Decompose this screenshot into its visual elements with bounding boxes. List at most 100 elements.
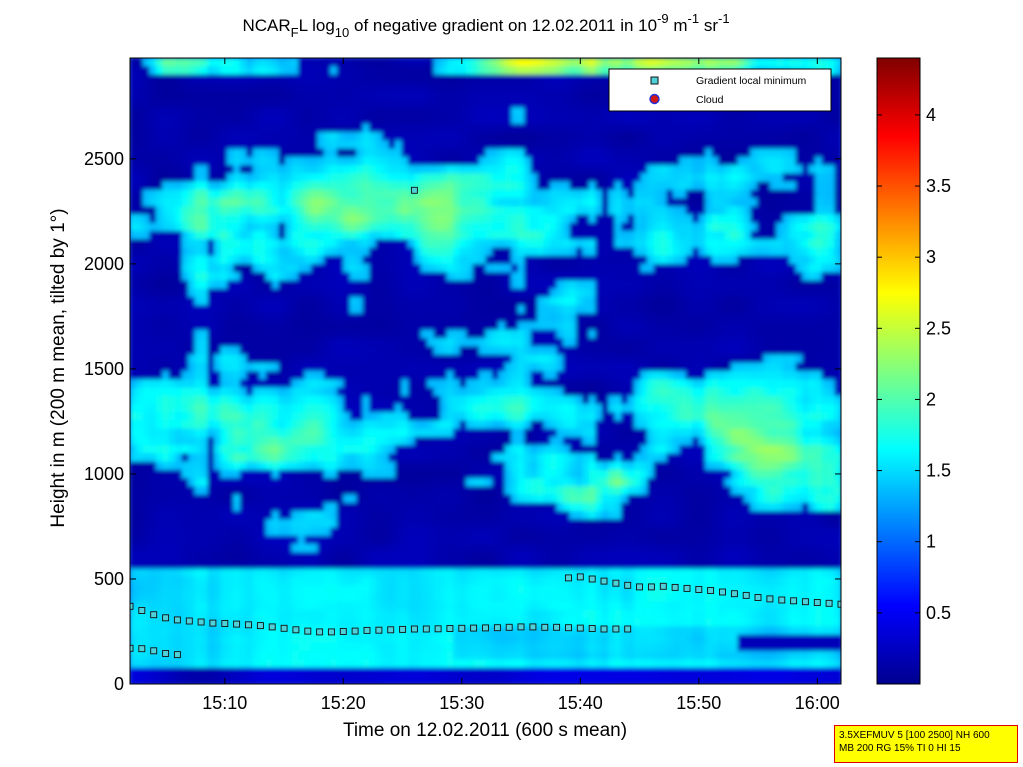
x-tick-label-1: 15:20 bbox=[321, 693, 366, 713]
gradient-min-marker bbox=[624, 581, 632, 589]
gradient-min-marker bbox=[173, 616, 181, 624]
x-tick-label-5: 16:00 bbox=[795, 693, 840, 713]
processing-info-box: 3.5XEFMUV 5 [100 2500] NH 600 MB 200 RG … bbox=[834, 725, 1018, 763]
gradient-min-marker bbox=[138, 607, 146, 614]
gradient-min-marker bbox=[316, 628, 324, 636]
gradient-min-marker bbox=[754, 594, 762, 601]
gradient-min-marker bbox=[268, 623, 276, 631]
gradient-min-marker bbox=[529, 623, 537, 631]
marker-layer bbox=[130, 186, 841, 659]
x-axis-label: Time on 12.02.2011 (600 s mean) bbox=[343, 720, 627, 741]
gradient-min-marker bbox=[245, 621, 252, 629]
gradient-min-marker bbox=[458, 624, 466, 632]
chart-title: NCARFL log10 of negative gradient on 12.… bbox=[242, 11, 729, 40]
gradient-min-marker bbox=[719, 588, 726, 596]
gradient-min-marker bbox=[647, 583, 655, 591]
gradient-min-marker bbox=[683, 584, 691, 592]
gradient-min-marker bbox=[256, 622, 264, 630]
gradient-min-marker bbox=[185, 617, 193, 625]
gradient-min-marker bbox=[280, 624, 288, 632]
gradient-min-marker bbox=[162, 650, 170, 657]
gradient-min-marker bbox=[130, 644, 134, 652]
gradient-min-marker bbox=[565, 574, 572, 582]
x-tick-label-4: 15:50 bbox=[676, 693, 721, 713]
gradient-min-marker bbox=[221, 620, 229, 627]
legend-marker-circle bbox=[649, 93, 660, 105]
cb-tick-label-1: 1 bbox=[926, 532, 936, 552]
gradient-min-marker bbox=[541, 623, 549, 631]
cb-tick-label-4: 2.5 bbox=[926, 318, 951, 338]
gradient-min-marker bbox=[600, 625, 608, 633]
y-tick-label-0: 0 bbox=[114, 674, 124, 694]
x-tick-label-3: 15:40 bbox=[558, 693, 603, 713]
gradient-min-marker bbox=[233, 620, 241, 628]
gradient-min-marker bbox=[209, 619, 217, 627]
gradient-min-marker bbox=[304, 627, 312, 635]
gradient-min-marker bbox=[659, 582, 667, 590]
gradient-min-marker bbox=[790, 597, 798, 605]
gradient-min-marker bbox=[138, 645, 146, 653]
gradient-min-marker bbox=[327, 628, 335, 636]
cb-tick-label-5: 3 bbox=[926, 247, 936, 267]
gradient-min-marker bbox=[517, 623, 525, 631]
gradient-min-marker bbox=[505, 623, 513, 631]
y-tick-label-3: 1500 bbox=[84, 359, 124, 379]
gradient-min-marker bbox=[434, 625, 442, 633]
cb-tick-label-0: 0.5 bbox=[926, 603, 951, 623]
cb-tick-label-3: 2 bbox=[926, 389, 936, 409]
gradient-min-marker bbox=[197, 618, 205, 626]
gradient-min-marker bbox=[576, 624, 584, 632]
gradient-min-marker bbox=[612, 579, 620, 587]
gradient-min-marker bbox=[292, 626, 300, 634]
gradient-min-marker bbox=[553, 623, 561, 631]
y-tick-label-2: 1000 bbox=[84, 464, 124, 484]
legend-label-cloud: Cloud bbox=[696, 94, 724, 106]
colorbar-gradient bbox=[876, 57, 921, 685]
plot-frame bbox=[129, 57, 842, 685]
gradient-min-marker bbox=[162, 614, 170, 622]
y-tick-label-4: 2000 bbox=[84, 254, 124, 274]
legend-label-gradient: Gradient local minimum bbox=[696, 75, 807, 87]
gradient-min-marker bbox=[825, 599, 833, 607]
gradient-min-marker bbox=[576, 573, 584, 581]
heatmap bbox=[130, 58, 841, 684]
info-line-2: MB 200 RG 15% TI 0 HI 15 bbox=[839, 743, 961, 754]
gradient-min-marker bbox=[130, 602, 134, 610]
gradient-min-marker bbox=[636, 583, 643, 591]
gradient-min-marker bbox=[707, 587, 715, 594]
colorbar-ticks: 0.5 1 1.5 2 2.5 3 3.5 4 bbox=[877, 105, 951, 623]
gradient-min-marker bbox=[470, 624, 478, 632]
colorbar: 0.5 1 1.5 2 2.5 3 3.5 4 bbox=[876, 57, 951, 685]
gradient-min-marker bbox=[695, 586, 703, 593]
cb-tick-label-7: 4 bbox=[926, 105, 936, 125]
gradient-min-marker bbox=[624, 625, 632, 633]
y-tick-label-1: 500 bbox=[94, 569, 124, 589]
gradient-min-marker bbox=[363, 626, 371, 634]
cb-tick-label-2: 1.5 bbox=[926, 461, 951, 481]
cb-tick-label-6: 3.5 bbox=[926, 176, 951, 196]
gradient-min-marker bbox=[493, 624, 501, 632]
gradient-min-marker bbox=[730, 590, 738, 598]
gradient-min-marker bbox=[766, 595, 774, 603]
gradient-min-marker bbox=[351, 627, 359, 635]
x-tick-label-0: 15:10 bbox=[202, 693, 247, 713]
info-line-1: 3.5XEFMUV 5 [100 2500] NH 600 bbox=[839, 730, 990, 741]
legend-box bbox=[608, 68, 832, 112]
gradient-min-marker bbox=[422, 625, 430, 633]
gradient-min-marker bbox=[600, 577, 608, 585]
gradient-min-marker bbox=[813, 599, 821, 606]
gradient-min-marker bbox=[150, 611, 158, 619]
gradient-min-marker bbox=[446, 625, 454, 632]
gradient-min-marker bbox=[801, 598, 809, 606]
gradient-min-marker bbox=[339, 628, 347, 635]
gradient-min-marker bbox=[410, 186, 418, 194]
gradient-min-marker bbox=[410, 625, 418, 633]
legend: Gradient local minimum Cloud bbox=[608, 68, 832, 112]
gradient-min-marker bbox=[482, 624, 489, 632]
gradient-min-marker bbox=[588, 625, 596, 632]
gradient-min-marker bbox=[671, 583, 679, 591]
gradient-min-marker bbox=[387, 626, 395, 634]
gradient-min-marker bbox=[399, 625, 407, 633]
y-tick-label-5: 2500 bbox=[84, 149, 124, 169]
